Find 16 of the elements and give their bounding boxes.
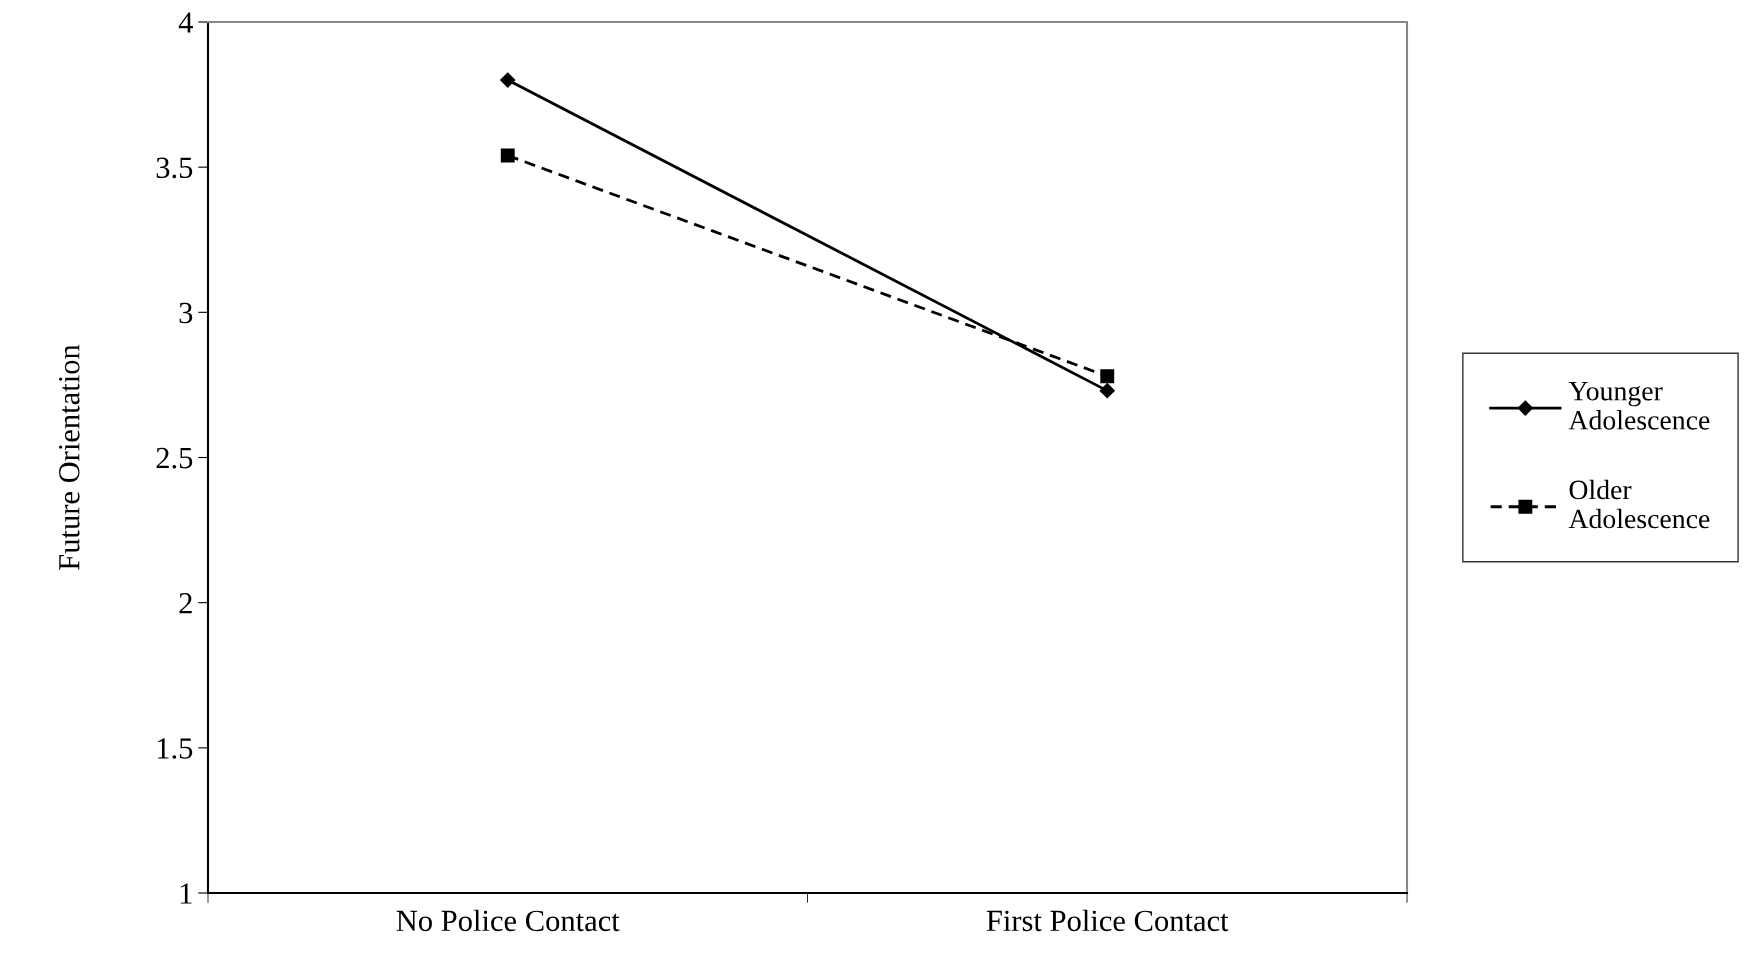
y-axis-title: Future Orientation: [59, 344, 80, 570]
point: [500, 72, 516, 88]
y-tick-label: 2.5: [156, 447, 193, 469]
y-tick-label: 4: [178, 12, 193, 33]
x-tick-label: No Police Contact: [396, 909, 620, 932]
point: [500, 148, 515, 163]
y-tick-label: 2: [179, 593, 192, 614]
y-tick-label: 3: [179, 302, 193, 324]
x-tick-label: First Police Contact: [986, 909, 1229, 932]
point: [1100, 369, 1115, 384]
y-tick-label: 3.5: [156, 157, 193, 179]
point: [1099, 383, 1115, 399]
y-tick-label: 1: [180, 883, 192, 904]
legend-label: Older Adolescence: [1568, 479, 1710, 529]
y-tick-label: 1.5: [157, 738, 193, 759]
legend-label: Younger Adolescence: [1568, 382, 1710, 430]
